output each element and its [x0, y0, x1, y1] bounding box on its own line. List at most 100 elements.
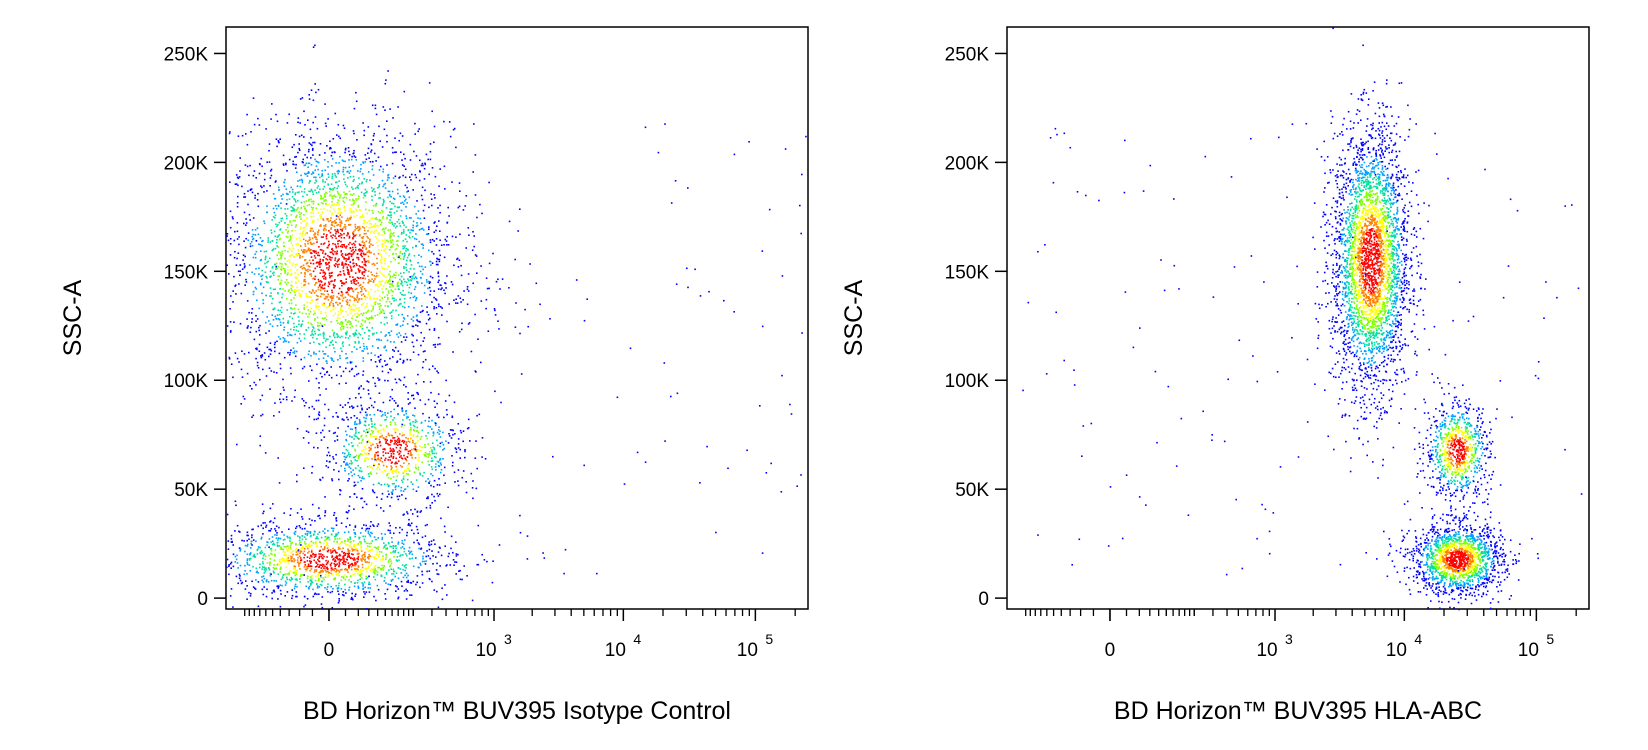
event-dot — [314, 304, 317, 307]
event-dot — [379, 280, 382, 283]
event-dot — [384, 248, 387, 250]
event-dot — [229, 595, 232, 597]
event-dot — [306, 262, 309, 264]
event-dot — [259, 334, 261, 336]
event-dot — [358, 250, 361, 252]
event-dot — [408, 462, 410, 465]
event-dot — [370, 549, 373, 552]
event-dot — [359, 421, 362, 424]
event-dot — [350, 253, 353, 256]
event-dot — [390, 468, 393, 470]
event-dot — [338, 600, 340, 602]
event-dot — [287, 549, 289, 551]
event-dot — [368, 251, 371, 254]
event-dot — [430, 466, 433, 468]
event-dot — [316, 127, 319, 130]
event-dot — [434, 424, 437, 427]
event-dot — [319, 224, 322, 226]
event-dot — [282, 163, 285, 165]
event-dot — [375, 442, 378, 445]
event-dot — [407, 416, 409, 418]
event-dot — [246, 271, 249, 274]
event-dot — [438, 279, 440, 282]
event-dot — [343, 258, 345, 260]
event-dot — [390, 469, 392, 471]
event-dot — [320, 236, 323, 238]
event-dot — [297, 242, 299, 245]
event-dot — [273, 564, 275, 566]
event-dot — [334, 257, 337, 259]
event-dot — [424, 350, 426, 352]
event-dot — [347, 550, 350, 553]
event-dot — [320, 571, 323, 573]
event-dot — [341, 234, 343, 236]
event-dot — [255, 357, 257, 360]
event-dot — [371, 195, 373, 198]
event-dot — [295, 155, 297, 158]
event-dot — [267, 541, 269, 544]
event-dot — [357, 249, 360, 251]
event-dot — [291, 244, 294, 247]
event-dot — [418, 254, 420, 256]
event-dot — [459, 190, 461, 192]
event-dot — [325, 192, 328, 195]
event-dot — [371, 165, 374, 167]
event-dot — [354, 467, 357, 469]
event-dot — [282, 241, 285, 244]
event-dot — [497, 278, 499, 281]
event-dot — [244, 246, 247, 249]
event-dot — [384, 457, 387, 460]
event-dot — [416, 339, 418, 342]
event-dot — [283, 554, 285, 556]
event-dot — [421, 429, 424, 432]
event-dot — [355, 208, 357, 211]
event-dot — [421, 560, 424, 563]
event-dot — [315, 262, 318, 264]
event-dot — [361, 450, 364, 452]
event-dot — [368, 246, 371, 248]
event-dot — [384, 238, 386, 241]
event-dot — [355, 435, 358, 438]
event-dot — [312, 212, 315, 215]
event-dot — [325, 125, 327, 127]
event-dot — [294, 355, 297, 358]
event-dot — [379, 410, 382, 412]
event-dot — [404, 333, 407, 335]
event-dot — [270, 528, 273, 530]
event-dot — [322, 252, 324, 254]
event-dot — [288, 113, 290, 116]
event-dot — [344, 336, 347, 339]
event-dot — [346, 434, 348, 436]
event-dot — [324, 373, 326, 376]
event-dot — [284, 584, 287, 586]
event-dot — [368, 322, 371, 324]
event-dot — [307, 270, 309, 273]
event-dot — [376, 444, 379, 447]
event-dot — [394, 288, 397, 290]
event-dot — [317, 212, 319, 214]
event-dot — [367, 282, 369, 284]
event-dot — [407, 403, 410, 405]
event-dot — [253, 381, 256, 384]
event-dot — [369, 226, 372, 229]
event-dot — [401, 410, 404, 413]
event-dot — [377, 458, 380, 461]
event-dot — [415, 225, 418, 227]
event-dot — [390, 449, 392, 451]
event-dot — [279, 262, 281, 265]
event-dot — [304, 243, 306, 245]
event-dot — [352, 233, 355, 236]
event-dot — [403, 376, 406, 379]
event-dot — [291, 578, 293, 580]
event-dot — [387, 583, 390, 585]
event-dot — [371, 333, 374, 335]
event-dot — [282, 551, 285, 553]
event-dot — [317, 262, 320, 264]
event-dot — [382, 437, 385, 439]
event-dot — [422, 209, 425, 212]
event-dot — [405, 385, 407, 388]
event-dot — [354, 568, 357, 570]
event-dot — [343, 594, 345, 597]
event-dot — [343, 178, 345, 180]
event-dot — [368, 475, 370, 478]
